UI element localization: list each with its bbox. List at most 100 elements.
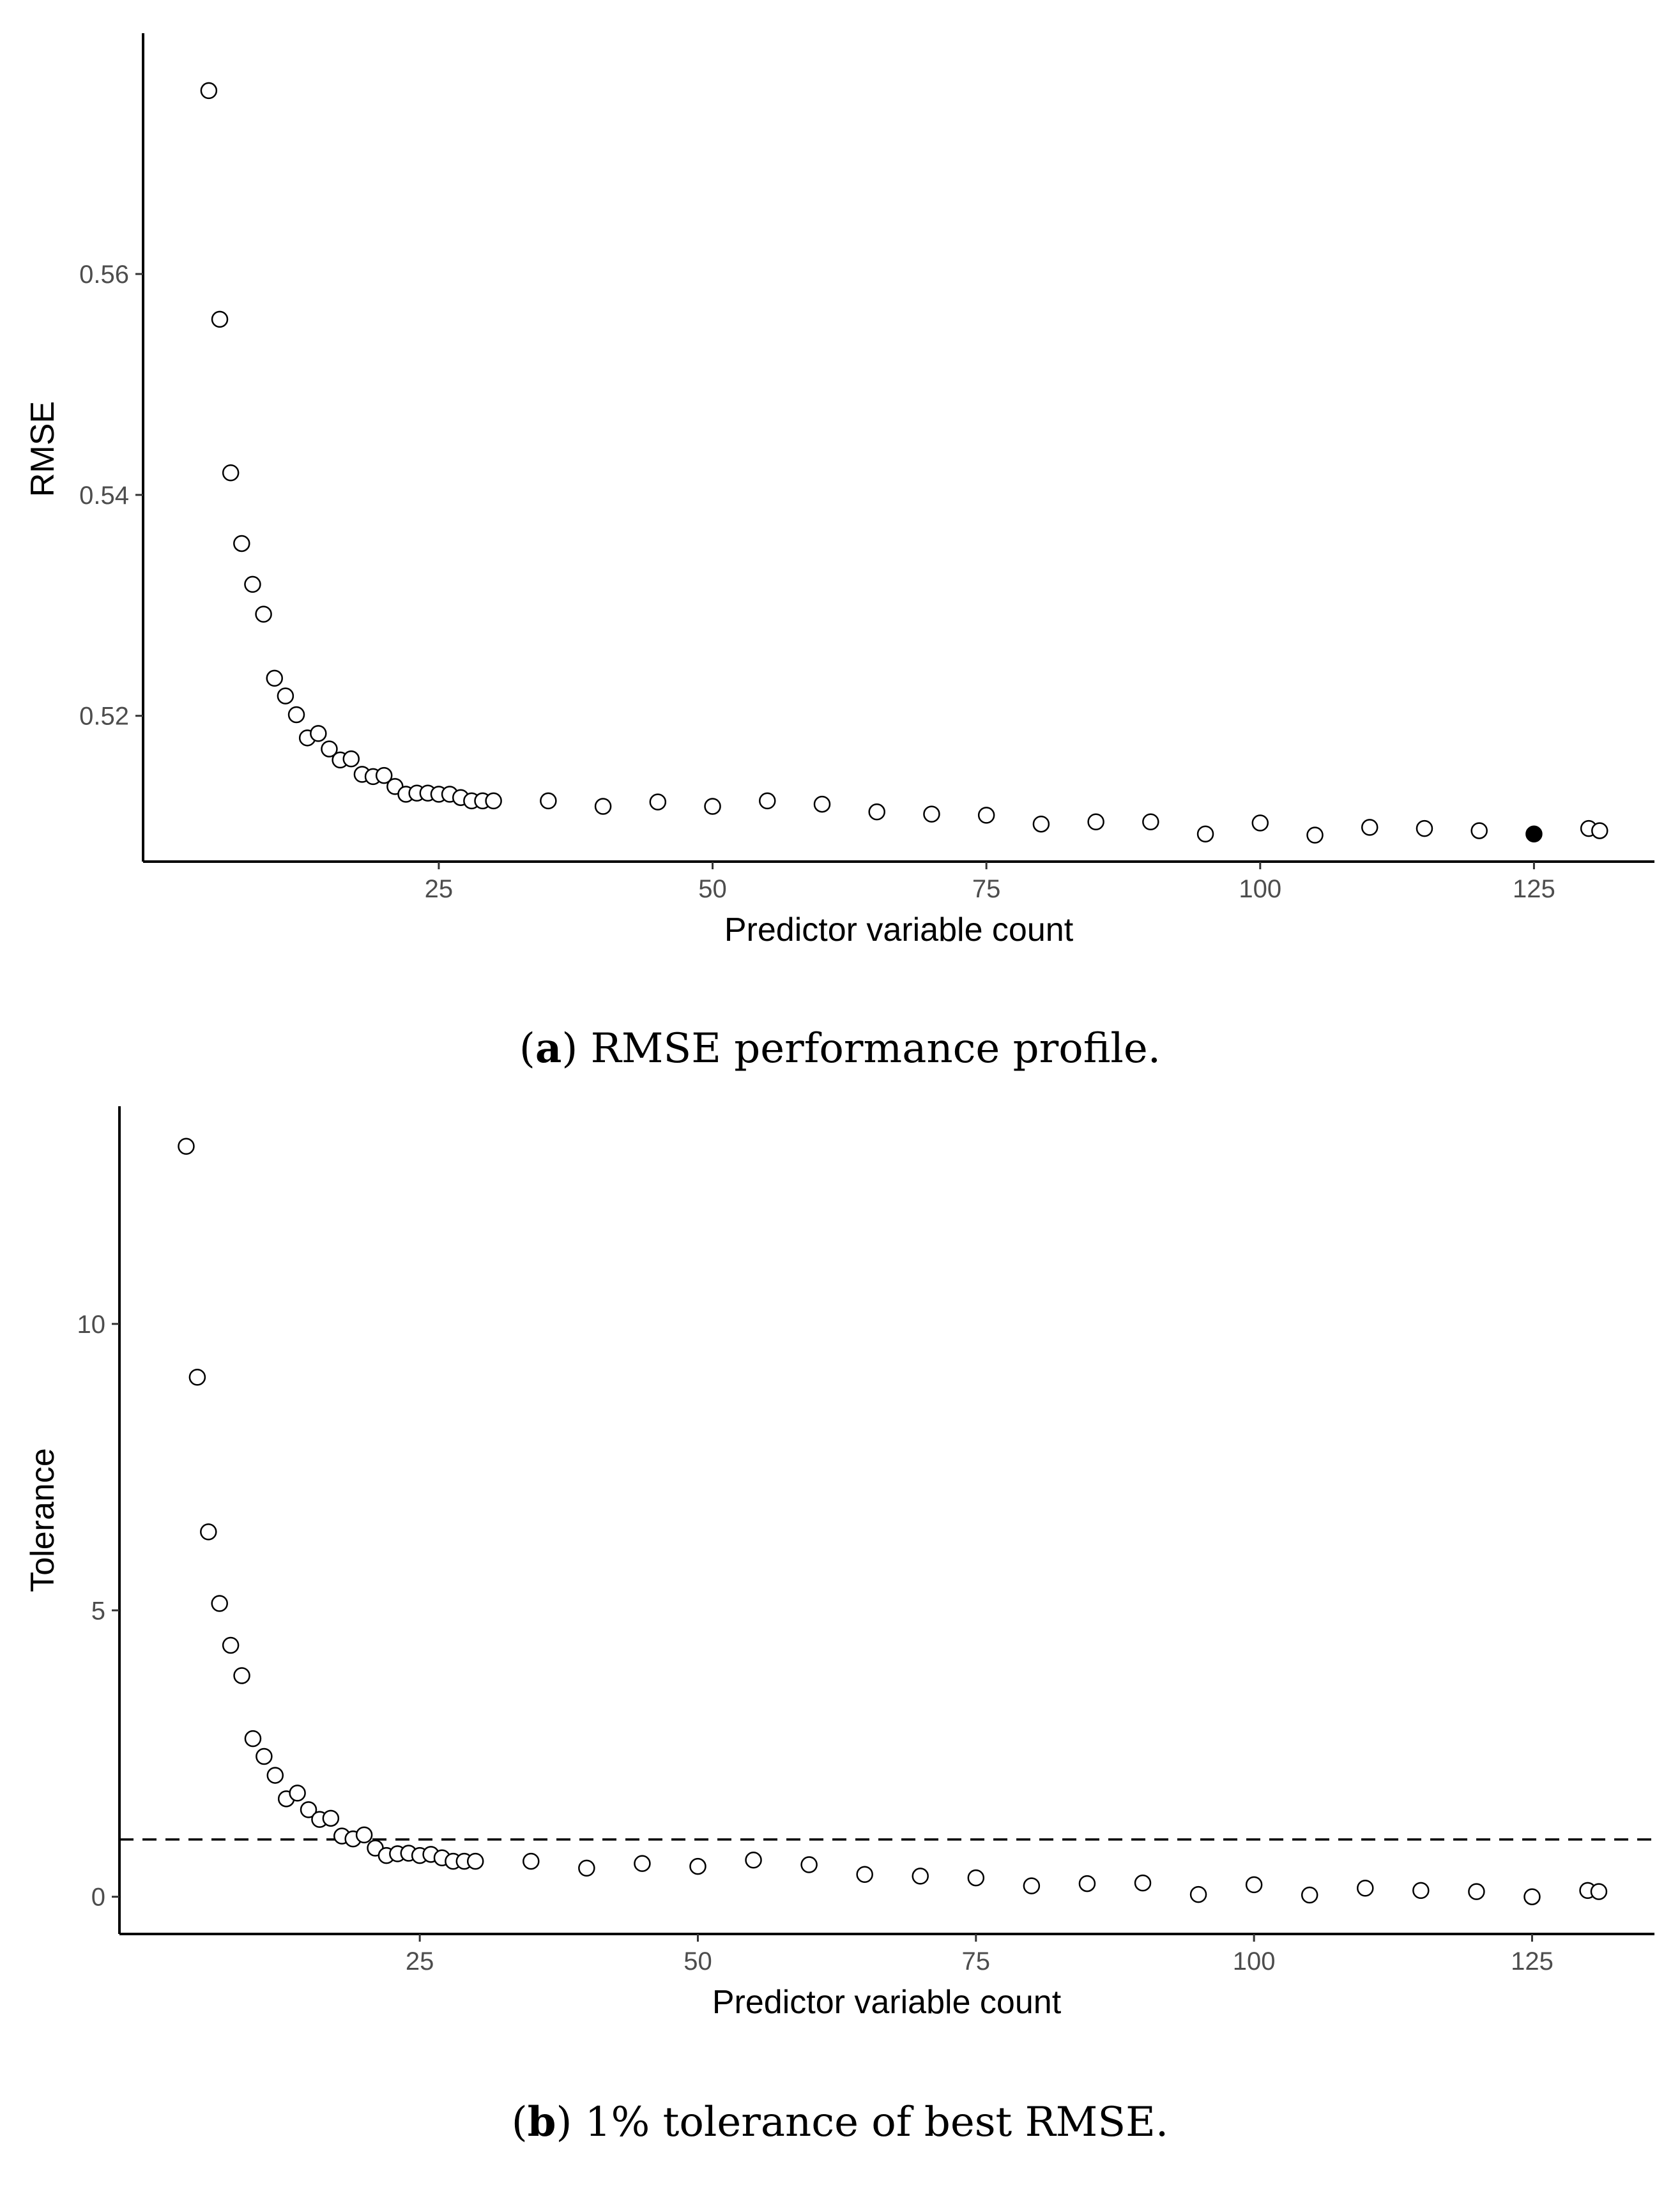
data-point	[967, 1869, 985, 1887]
data-point	[1078, 1875, 1096, 1892]
data-point	[375, 766, 393, 784]
data-point	[222, 1636, 240, 1654]
x-tick-label: 100	[1233, 1947, 1276, 1976]
data-point	[466, 1852, 484, 1870]
x-tick-label: 75	[972, 875, 1001, 903]
data-point	[200, 82, 218, 100]
data-point	[1251, 814, 1269, 832]
data-point	[1357, 1879, 1374, 1897]
x-axis-ticks: 25 50 75 100 125	[406, 1934, 1554, 1976]
data-point	[310, 725, 327, 742]
data-point	[1245, 1876, 1263, 1894]
data-point	[188, 1368, 206, 1386]
data-point	[800, 1856, 818, 1873]
y-tick-label: 5	[91, 1597, 105, 1625]
y-tick-label: 0	[91, 1884, 105, 1912]
data-point	[244, 575, 261, 593]
data-point	[578, 1859, 595, 1877]
data-point	[342, 750, 360, 768]
data-point	[322, 1809, 340, 1827]
x-tick-label: 25	[425, 875, 454, 903]
caption-paren: (	[519, 1025, 535, 1072]
data-point	[1142, 813, 1159, 830]
x-tick-label: 100	[1239, 875, 1281, 903]
data-point	[289, 1785, 306, 1802]
data-point	[222, 464, 240, 482]
data-point	[912, 1868, 929, 1885]
data-point	[266, 1767, 284, 1784]
data-point	[759, 792, 776, 810]
data-point	[1470, 822, 1488, 839]
data-point	[1412, 1882, 1430, 1900]
data-point	[977, 807, 995, 824]
caption-paren: (	[512, 2099, 528, 2146]
x-tick-label: 125	[1511, 1947, 1554, 1976]
best-data-point	[1525, 825, 1543, 843]
data-point	[321, 740, 338, 758]
chart-panel-b: 0 5 10 25 50 75 100 125 Predictor variable cou…	[24, 1106, 1654, 2146]
data-point	[178, 1138, 195, 1155]
data-point	[704, 798, 721, 815]
caption-letter: b	[528, 2098, 556, 2146]
x-tick-label: 50	[698, 875, 727, 903]
data-point	[523, 1852, 540, 1870]
data-point	[1032, 815, 1050, 833]
data-point	[1023, 1877, 1041, 1894]
data-point	[485, 792, 502, 810]
data-point	[1087, 813, 1104, 830]
data-point	[1189, 1885, 1207, 1903]
data-point	[813, 795, 831, 813]
chart-panel-a: 0.52 0.54 0.56 25 50 75 100 125 Predictor vari…	[24, 33, 1654, 1072]
data-point	[1523, 1888, 1541, 1905]
data-point	[1590, 1883, 1608, 1900]
data-point	[1306, 826, 1324, 844]
x-axis-title: Predictor variable count	[724, 911, 1074, 948]
x-tick-label: 25	[406, 1947, 434, 1976]
y-axis-title: Tolerance	[24, 1448, 61, 1592]
y-tick-label: 0.52	[79, 703, 129, 731]
data-point	[856, 1866, 873, 1883]
data-point	[233, 1667, 250, 1684]
data-point	[211, 310, 229, 328]
data-point	[634, 1855, 651, 1872]
data-point	[1591, 822, 1608, 839]
x-tick-label: 125	[1513, 875, 1555, 903]
y-tick-label: 10	[77, 1311, 106, 1339]
data-point	[244, 1730, 262, 1747]
data-point	[200, 1523, 217, 1541]
data-point	[256, 1747, 273, 1765]
data-point	[1196, 825, 1214, 843]
data-point	[868, 803, 885, 821]
y-axis-ticks: 0 5 10	[77, 1311, 119, 1912]
data-point	[233, 535, 250, 552]
y-tick-label: 0.54	[79, 482, 129, 510]
caption-letter: a	[535, 1024, 561, 1072]
data-point	[300, 1801, 317, 1818]
x-tick-label: 50	[683, 1947, 712, 1976]
data-point	[1468, 1883, 1485, 1900]
data-point	[649, 793, 667, 811]
caption-text: ) 1% tolerance of best RMSE.	[556, 2099, 1168, 2146]
data-point	[211, 1595, 228, 1612]
data-point	[355, 1826, 373, 1844]
x-axis-ticks: 25 50 75 100 125	[425, 862, 1555, 903]
data-point	[745, 1852, 762, 1869]
data-point	[1416, 819, 1433, 837]
data-point	[689, 1857, 706, 1875]
data-point	[1134, 1874, 1152, 1892]
data-point	[540, 792, 557, 810]
data-point	[594, 798, 612, 815]
y-axis-ticks: 0.52 0.54 0.56	[79, 261, 143, 731]
data-point	[1301, 1886, 1318, 1904]
figure-caption-b: (b) 1% tolerance of best RMSE.	[512, 2098, 1168, 2146]
data-points	[178, 1138, 1608, 1905]
caption-text: ) RMSE performance profile.	[561, 1025, 1161, 1072]
y-axis-title: RMSE	[24, 401, 61, 497]
x-tick-label: 75	[962, 1947, 991, 1976]
data-points	[200, 82, 1608, 844]
figure-caption-a: (a) RMSE performance profile.	[519, 1024, 1161, 1072]
data-point	[266, 669, 283, 687]
data-point	[287, 706, 305, 724]
data-point	[255, 605, 272, 623]
